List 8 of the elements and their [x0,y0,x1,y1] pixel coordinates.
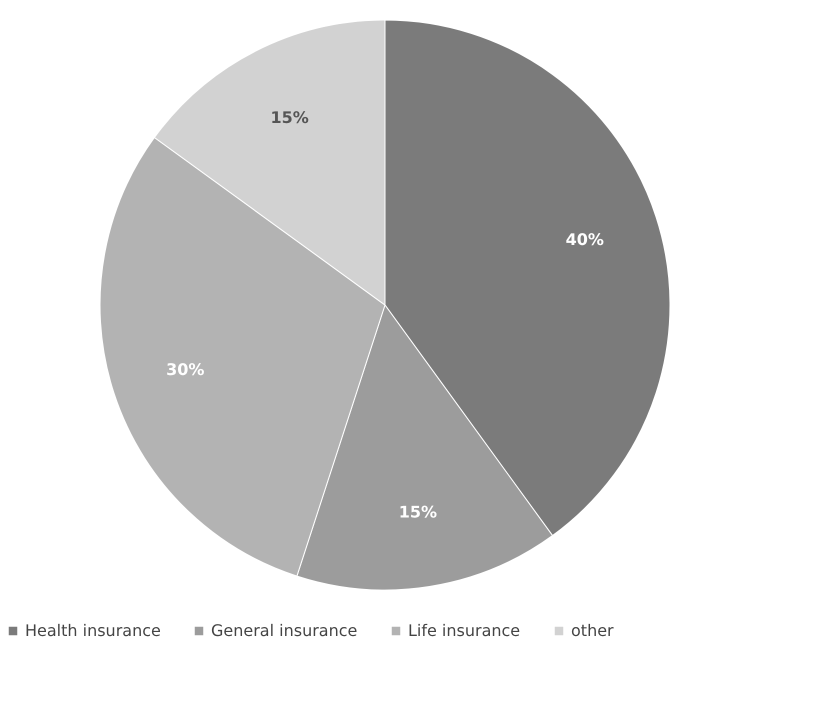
data-label: 15% [270,108,309,127]
data-label: 15% [398,502,437,522]
legend-label: Life insurance [408,621,520,640]
data-label: 40% [566,230,604,250]
data-label: 30% [166,360,204,379]
legend-label: General insurance [211,621,358,640]
legend-label: Health insurance [25,621,161,640]
legend-label: other [571,621,614,640]
